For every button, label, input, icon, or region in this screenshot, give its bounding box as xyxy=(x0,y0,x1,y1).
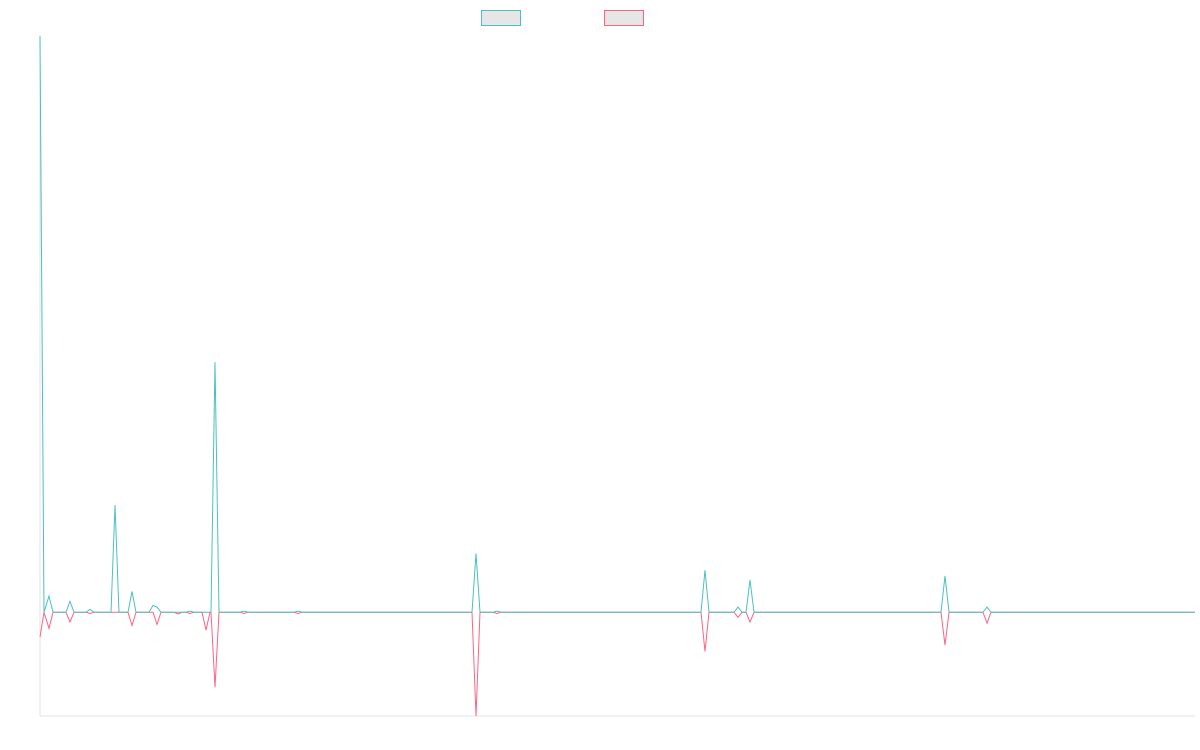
series-line xyxy=(39,611,1195,717)
legend-swatch xyxy=(481,10,521,26)
series-line xyxy=(39,35,1195,613)
legend-swatch xyxy=(604,10,644,26)
